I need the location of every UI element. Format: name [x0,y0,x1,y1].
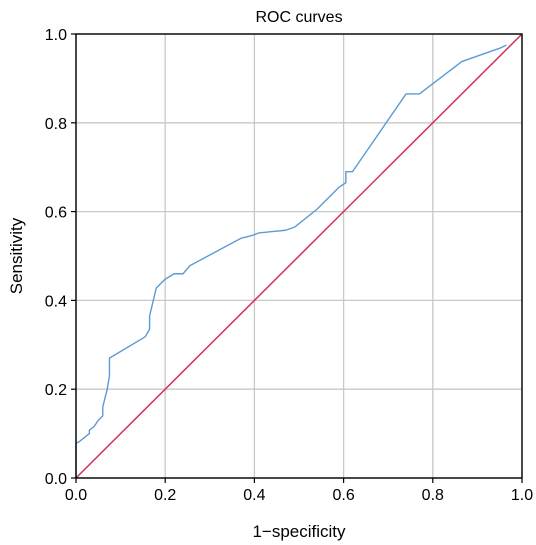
reference-diagonal-line [75,33,523,479]
x-tick-label: 0.8 [422,487,444,504]
y-tick-label: 1.0 [45,27,67,44]
chart-title: ROC curves [255,9,342,26]
x-tick-label: 0.4 [243,487,265,504]
x-tick-label: 0.2 [154,487,176,504]
series-layer [75,33,523,479]
y-tick-label: 0.2 [45,382,67,399]
plot-frame [75,33,523,479]
y-tick-label: 0.4 [45,293,67,310]
y-axis-label: Sensitivity [7,217,26,294]
y-tick-label: 0.0 [45,471,67,488]
x-tick-label: 0.0 [65,487,87,504]
y-tick-label: 0.6 [45,205,67,222]
y-axis: 0.0 0.2 0.4 0.6 0.8 1.0 [45,27,76,488]
x-axis-label: 1−specificity [252,522,346,541]
x-tick-label: 0.6 [332,487,354,504]
y-tick-label: 0.8 [45,116,67,133]
x-tick-label: 1.0 [511,487,533,504]
roc-curve-line [75,44,507,478]
x-axis: 0.0 0.2 0.4 0.6 0.8 1.0 [65,478,533,504]
